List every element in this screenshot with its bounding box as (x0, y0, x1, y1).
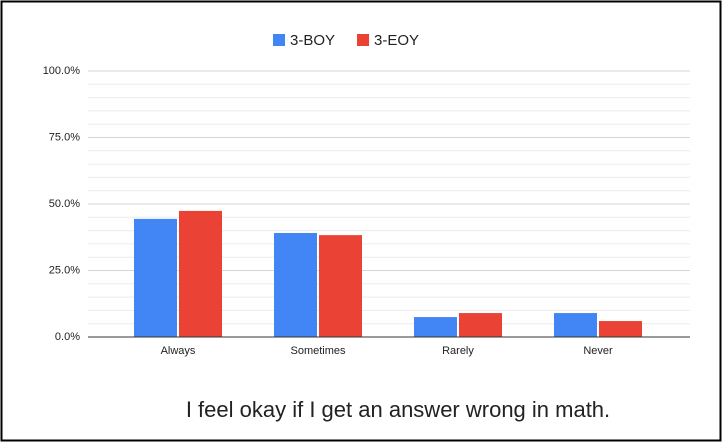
legend-label: 3-EOY (374, 32, 419, 49)
bar (459, 313, 502, 337)
chart-title: I feel okay if I get an answer wrong in … (186, 397, 610, 422)
y-tick-label: 25.0% (49, 264, 80, 276)
bar (274, 232, 317, 337)
bar (554, 313, 597, 337)
bar (319, 235, 362, 337)
legend-swatch (273, 34, 285, 46)
y-tick-label: 100.0% (43, 65, 81, 77)
x-tick-label: Never (583, 345, 613, 357)
y-tick-label: 50.0% (49, 198, 80, 210)
legend-label: 3-BOY (290, 32, 335, 49)
y-tick-label: 75.0% (49, 131, 80, 143)
bar (134, 218, 177, 337)
x-tick-label: Always (161, 345, 196, 357)
y-tick-label: 0.0% (55, 331, 80, 343)
x-tick-label: Sometimes (290, 345, 346, 357)
bar (179, 210, 222, 337)
legend-swatch (357, 34, 370, 46)
x-tick-label: Rarely (442, 345, 474, 357)
bar (599, 321, 642, 337)
bar (414, 317, 457, 337)
